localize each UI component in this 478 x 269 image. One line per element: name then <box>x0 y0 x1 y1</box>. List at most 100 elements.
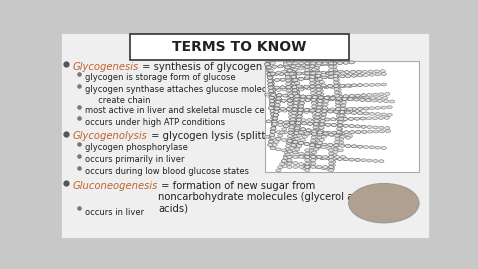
Circle shape <box>292 108 297 111</box>
Circle shape <box>293 102 299 105</box>
Circle shape <box>328 65 334 68</box>
Circle shape <box>322 85 327 88</box>
Circle shape <box>382 96 388 99</box>
Circle shape <box>292 108 297 111</box>
Circle shape <box>331 124 337 126</box>
Circle shape <box>296 122 301 125</box>
Circle shape <box>280 78 285 81</box>
Circle shape <box>290 118 295 121</box>
Circle shape <box>342 97 347 100</box>
Circle shape <box>309 146 315 149</box>
Circle shape <box>309 72 314 75</box>
Circle shape <box>326 157 331 160</box>
Circle shape <box>293 79 298 82</box>
Circle shape <box>328 144 333 146</box>
Circle shape <box>294 128 300 131</box>
Circle shape <box>318 108 323 111</box>
Circle shape <box>269 93 274 96</box>
Circle shape <box>304 85 309 88</box>
Circle shape <box>285 144 291 147</box>
Circle shape <box>292 86 297 89</box>
Circle shape <box>378 116 383 119</box>
Circle shape <box>296 118 302 121</box>
Circle shape <box>316 155 322 158</box>
Circle shape <box>318 96 324 99</box>
Circle shape <box>292 89 297 92</box>
Circle shape <box>340 135 345 138</box>
Circle shape <box>301 95 305 98</box>
Circle shape <box>293 99 298 102</box>
Circle shape <box>268 79 273 82</box>
Circle shape <box>335 94 340 97</box>
Circle shape <box>293 99 298 102</box>
Circle shape <box>270 89 275 92</box>
Circle shape <box>294 87 299 90</box>
Circle shape <box>280 131 285 134</box>
Circle shape <box>373 93 378 96</box>
Circle shape <box>337 157 342 160</box>
Circle shape <box>331 95 337 98</box>
Circle shape <box>309 149 314 152</box>
Circle shape <box>314 63 319 66</box>
Circle shape <box>278 65 283 68</box>
Circle shape <box>342 97 347 100</box>
Circle shape <box>287 99 293 102</box>
Circle shape <box>317 116 322 119</box>
Circle shape <box>334 110 339 113</box>
Circle shape <box>333 81 338 84</box>
Circle shape <box>362 70 368 73</box>
Circle shape <box>299 105 304 108</box>
Circle shape <box>265 93 270 96</box>
Circle shape <box>318 130 324 133</box>
Circle shape <box>341 115 346 118</box>
Circle shape <box>313 118 318 121</box>
Circle shape <box>340 155 346 158</box>
Circle shape <box>272 95 277 98</box>
Circle shape <box>316 95 322 98</box>
Circle shape <box>303 72 308 75</box>
Circle shape <box>277 94 282 97</box>
Circle shape <box>314 63 319 66</box>
Circle shape <box>337 118 342 121</box>
FancyBboxPatch shape <box>130 34 349 60</box>
Circle shape <box>318 130 324 133</box>
Circle shape <box>344 131 349 134</box>
Circle shape <box>288 88 293 91</box>
Circle shape <box>320 120 325 123</box>
Circle shape <box>292 89 297 92</box>
Circle shape <box>317 83 322 86</box>
Circle shape <box>332 154 337 157</box>
Circle shape <box>275 99 281 102</box>
Circle shape <box>319 118 324 121</box>
Circle shape <box>380 70 385 73</box>
Circle shape <box>318 108 323 111</box>
Circle shape <box>339 75 345 78</box>
FancyBboxPatch shape <box>60 32 430 239</box>
Circle shape <box>298 163 304 165</box>
Circle shape <box>268 79 273 82</box>
Circle shape <box>294 95 300 98</box>
Circle shape <box>338 149 343 152</box>
Circle shape <box>339 84 345 87</box>
Circle shape <box>329 134 335 136</box>
Circle shape <box>272 123 277 125</box>
Circle shape <box>271 119 276 122</box>
Circle shape <box>355 94 360 97</box>
Circle shape <box>292 86 297 89</box>
Circle shape <box>355 125 360 128</box>
Circle shape <box>348 107 353 110</box>
Circle shape <box>270 109 275 112</box>
Circle shape <box>291 136 295 139</box>
Circle shape <box>328 110 333 113</box>
Circle shape <box>284 121 289 124</box>
Circle shape <box>316 109 321 112</box>
Circle shape <box>348 117 354 120</box>
Circle shape <box>331 62 337 65</box>
Circle shape <box>314 128 319 131</box>
Circle shape <box>273 114 278 116</box>
Circle shape <box>279 73 284 76</box>
Circle shape <box>331 157 337 160</box>
Circle shape <box>274 86 279 89</box>
Circle shape <box>351 111 357 114</box>
Circle shape <box>272 120 277 123</box>
